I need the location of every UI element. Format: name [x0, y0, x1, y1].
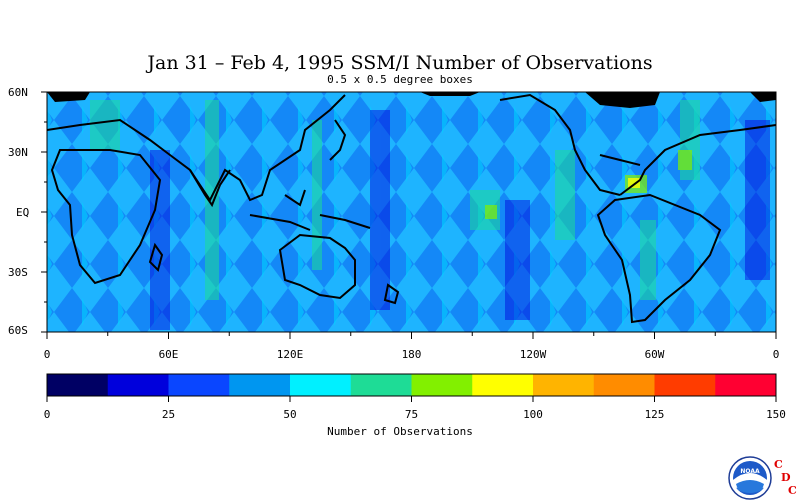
noaa-cdc-logo: NOAA C D C	[728, 456, 797, 500]
lat-label-eq: EQ	[16, 206, 30, 219]
continent-outlines	[47, 93, 776, 324]
colorbar-swatch	[533, 374, 595, 396]
colorbar-swatch	[715, 374, 777, 396]
colorbar-swatch	[593, 374, 655, 396]
colorbar-label-100: 100	[523, 408, 543, 421]
colorbar-swatch	[654, 374, 716, 396]
colorbar-swatch	[350, 374, 412, 396]
lat-label-30n: 30N	[8, 146, 28, 159]
noaa-logo-text: NOAA	[740, 468, 760, 475]
lon-label-120e: 120E	[276, 348, 304, 361]
colorbar-title: Number of Observations	[327, 425, 473, 438]
lon-label-60w: 60W	[644, 348, 665, 361]
colorbar-label-125: 125	[644, 408, 665, 421]
colorbar-swatch	[411, 374, 473, 396]
colorbar-label-75: 75	[404, 408, 419, 421]
colorbar-swatch	[168, 374, 230, 396]
colorbar-swatch	[47, 374, 109, 396]
cdc-letter-3: C	[788, 484, 797, 497]
colorbar-swatch	[472, 374, 534, 396]
lon-label-0-east: 0	[772, 348, 780, 361]
colorbar-label-50: 50	[283, 408, 297, 421]
lon-label-180: 180	[401, 348, 422, 361]
lat-label-30s: 30S	[8, 266, 28, 279]
lon-label-0: 0	[43, 348, 51, 361]
colorbar	[46, 373, 777, 402]
cdc-letter-2: D	[781, 471, 791, 484]
lon-label-120w: 120W	[519, 348, 547, 361]
colorbar-swatch	[107, 374, 169, 396]
siberia-landmass	[420, 92, 480, 96]
map-subtitle: 0.5 x 0.5 degree boxes	[327, 73, 473, 86]
greenland-landmass	[585, 92, 660, 108]
colorbar-label-150: 150	[766, 408, 786, 421]
lat-label-60n: 60N	[8, 86, 28, 99]
colorbar-swatch	[290, 374, 352, 396]
colorbar-label-0: 0	[43, 408, 51, 421]
map-title: Jan 31 – Feb 4, 1995 SSM/I Number of Obs…	[147, 52, 653, 74]
cdc-letter-1: C	[774, 458, 783, 471]
lat-label-60s: 60S	[8, 324, 28, 337]
colorbar-label-25: 25	[161, 408, 176, 421]
lon-label-60e: 60E	[158, 348, 179, 361]
colorbar-swatch	[229, 374, 291, 396]
